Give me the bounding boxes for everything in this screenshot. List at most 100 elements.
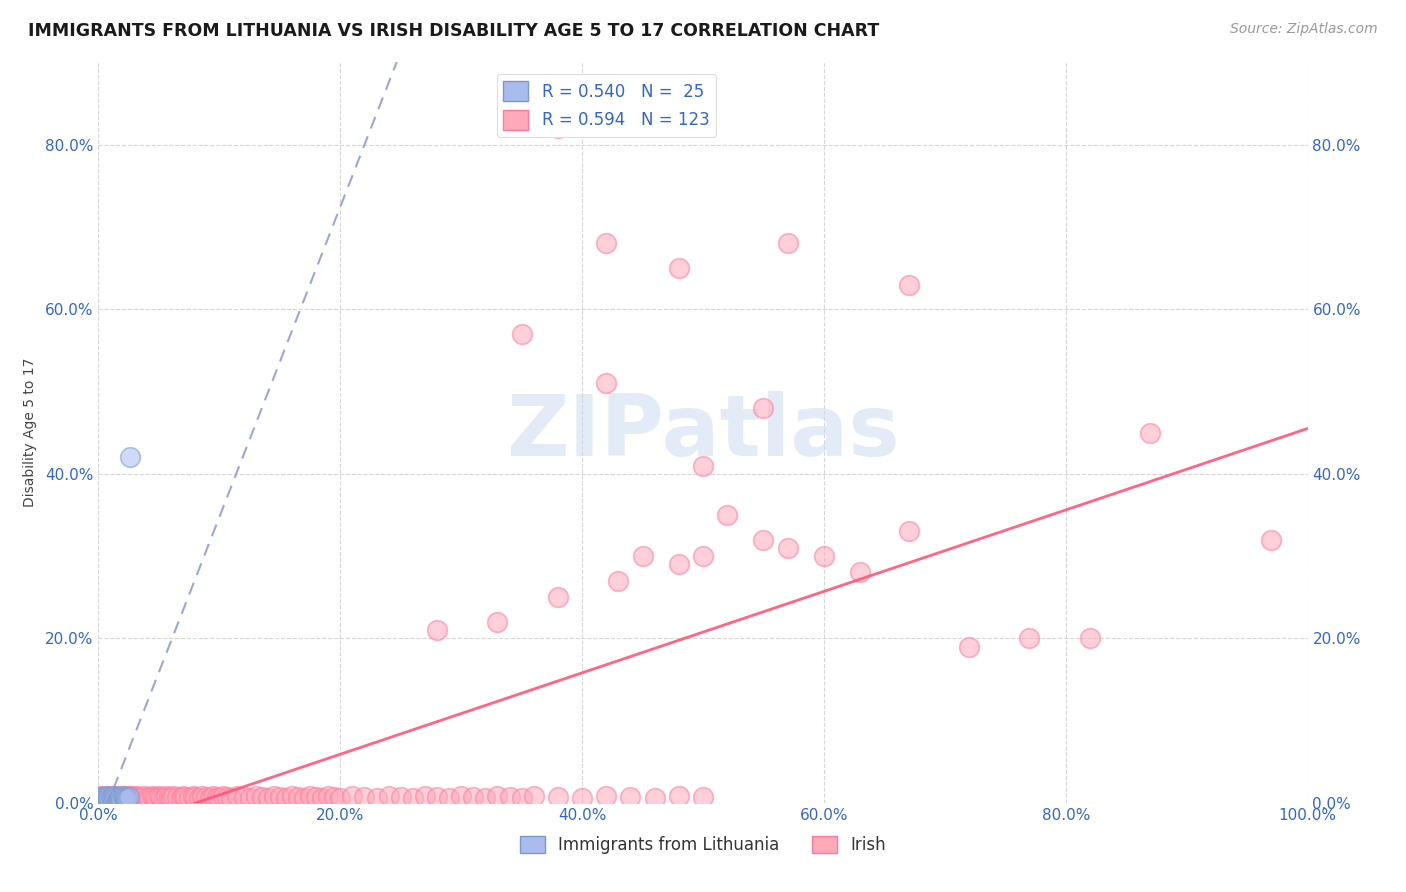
Point <box>389 790 412 805</box>
Point <box>377 789 399 804</box>
Point <box>426 623 449 637</box>
Point <box>124 790 146 805</box>
Point <box>668 558 690 572</box>
Point <box>93 790 115 805</box>
Point <box>114 790 136 805</box>
Point <box>118 790 141 805</box>
Point <box>1078 632 1101 646</box>
Point <box>108 790 131 805</box>
Point <box>202 789 225 804</box>
Text: IMMIGRANTS FROM LITHUANIA VS IRISH DISABILITY AGE 5 TO 17 CORRELATION CHART: IMMIGRANTS FROM LITHUANIA VS IRISH DISAB… <box>28 22 879 40</box>
Point <box>141 789 163 804</box>
Point <box>292 790 315 805</box>
Point <box>107 789 129 804</box>
Point <box>91 790 114 805</box>
Point <box>205 790 228 805</box>
Point <box>97 790 120 805</box>
Point <box>232 790 254 805</box>
Point <box>103 789 125 804</box>
Point <box>226 789 249 804</box>
Point <box>1139 425 1161 440</box>
Point <box>668 789 690 804</box>
Point <box>776 236 799 251</box>
Point <box>134 789 156 804</box>
Point <box>195 790 218 805</box>
Point <box>299 789 322 804</box>
Point <box>402 790 425 805</box>
Point <box>329 790 352 805</box>
Point <box>138 790 160 805</box>
Point <box>120 790 142 805</box>
Point <box>571 790 593 805</box>
Point <box>94 790 117 805</box>
Point <box>135 790 157 805</box>
Point <box>474 790 496 805</box>
Point <box>155 789 177 804</box>
Point <box>215 790 238 805</box>
Point <box>366 790 388 805</box>
Point <box>110 791 132 805</box>
Point <box>437 790 460 805</box>
Point <box>221 790 243 805</box>
Point <box>111 790 134 805</box>
Point <box>1260 533 1282 547</box>
Point <box>692 790 714 805</box>
Point <box>413 789 436 804</box>
Point <box>813 549 835 563</box>
Point <box>89 791 111 805</box>
Point <box>287 790 309 805</box>
Point <box>716 508 738 522</box>
Point <box>897 277 920 292</box>
Point <box>426 790 449 805</box>
Point <box>274 790 297 805</box>
Point <box>305 790 328 805</box>
Point <box>897 524 920 539</box>
Point <box>89 789 111 804</box>
Point <box>752 401 775 415</box>
Point <box>145 790 167 805</box>
Point <box>148 789 170 804</box>
Point <box>169 790 191 805</box>
Point <box>118 790 141 805</box>
Point <box>776 541 799 555</box>
Point <box>101 791 124 805</box>
Point <box>957 640 980 654</box>
Point <box>101 790 124 805</box>
Point <box>94 789 117 804</box>
Point <box>547 790 569 805</box>
Point <box>619 790 641 805</box>
Point <box>128 790 150 805</box>
Point <box>212 789 235 804</box>
Point <box>105 790 128 805</box>
Point <box>96 790 118 805</box>
Point <box>523 789 546 804</box>
Point <box>90 790 112 805</box>
Point <box>692 458 714 473</box>
Point <box>239 790 262 805</box>
Point <box>245 789 267 804</box>
Point <box>547 121 569 136</box>
Point <box>198 790 221 805</box>
Point <box>498 790 520 805</box>
Point <box>157 790 180 805</box>
Point <box>486 789 509 804</box>
Point <box>166 790 188 805</box>
Point <box>607 574 630 588</box>
Point <box>91 789 114 804</box>
Point <box>250 790 273 805</box>
Point <box>108 790 131 805</box>
Point <box>510 326 533 341</box>
Point <box>112 790 135 805</box>
Point <box>118 450 141 465</box>
Point <box>104 790 127 805</box>
Point <box>162 789 184 804</box>
Point <box>100 789 122 804</box>
Point <box>281 789 304 804</box>
Point <box>547 590 569 604</box>
Point <box>131 790 153 805</box>
Point <box>108 790 131 805</box>
Point <box>152 790 174 805</box>
Point <box>849 566 872 580</box>
Point <box>103 789 125 804</box>
Point <box>112 790 135 805</box>
